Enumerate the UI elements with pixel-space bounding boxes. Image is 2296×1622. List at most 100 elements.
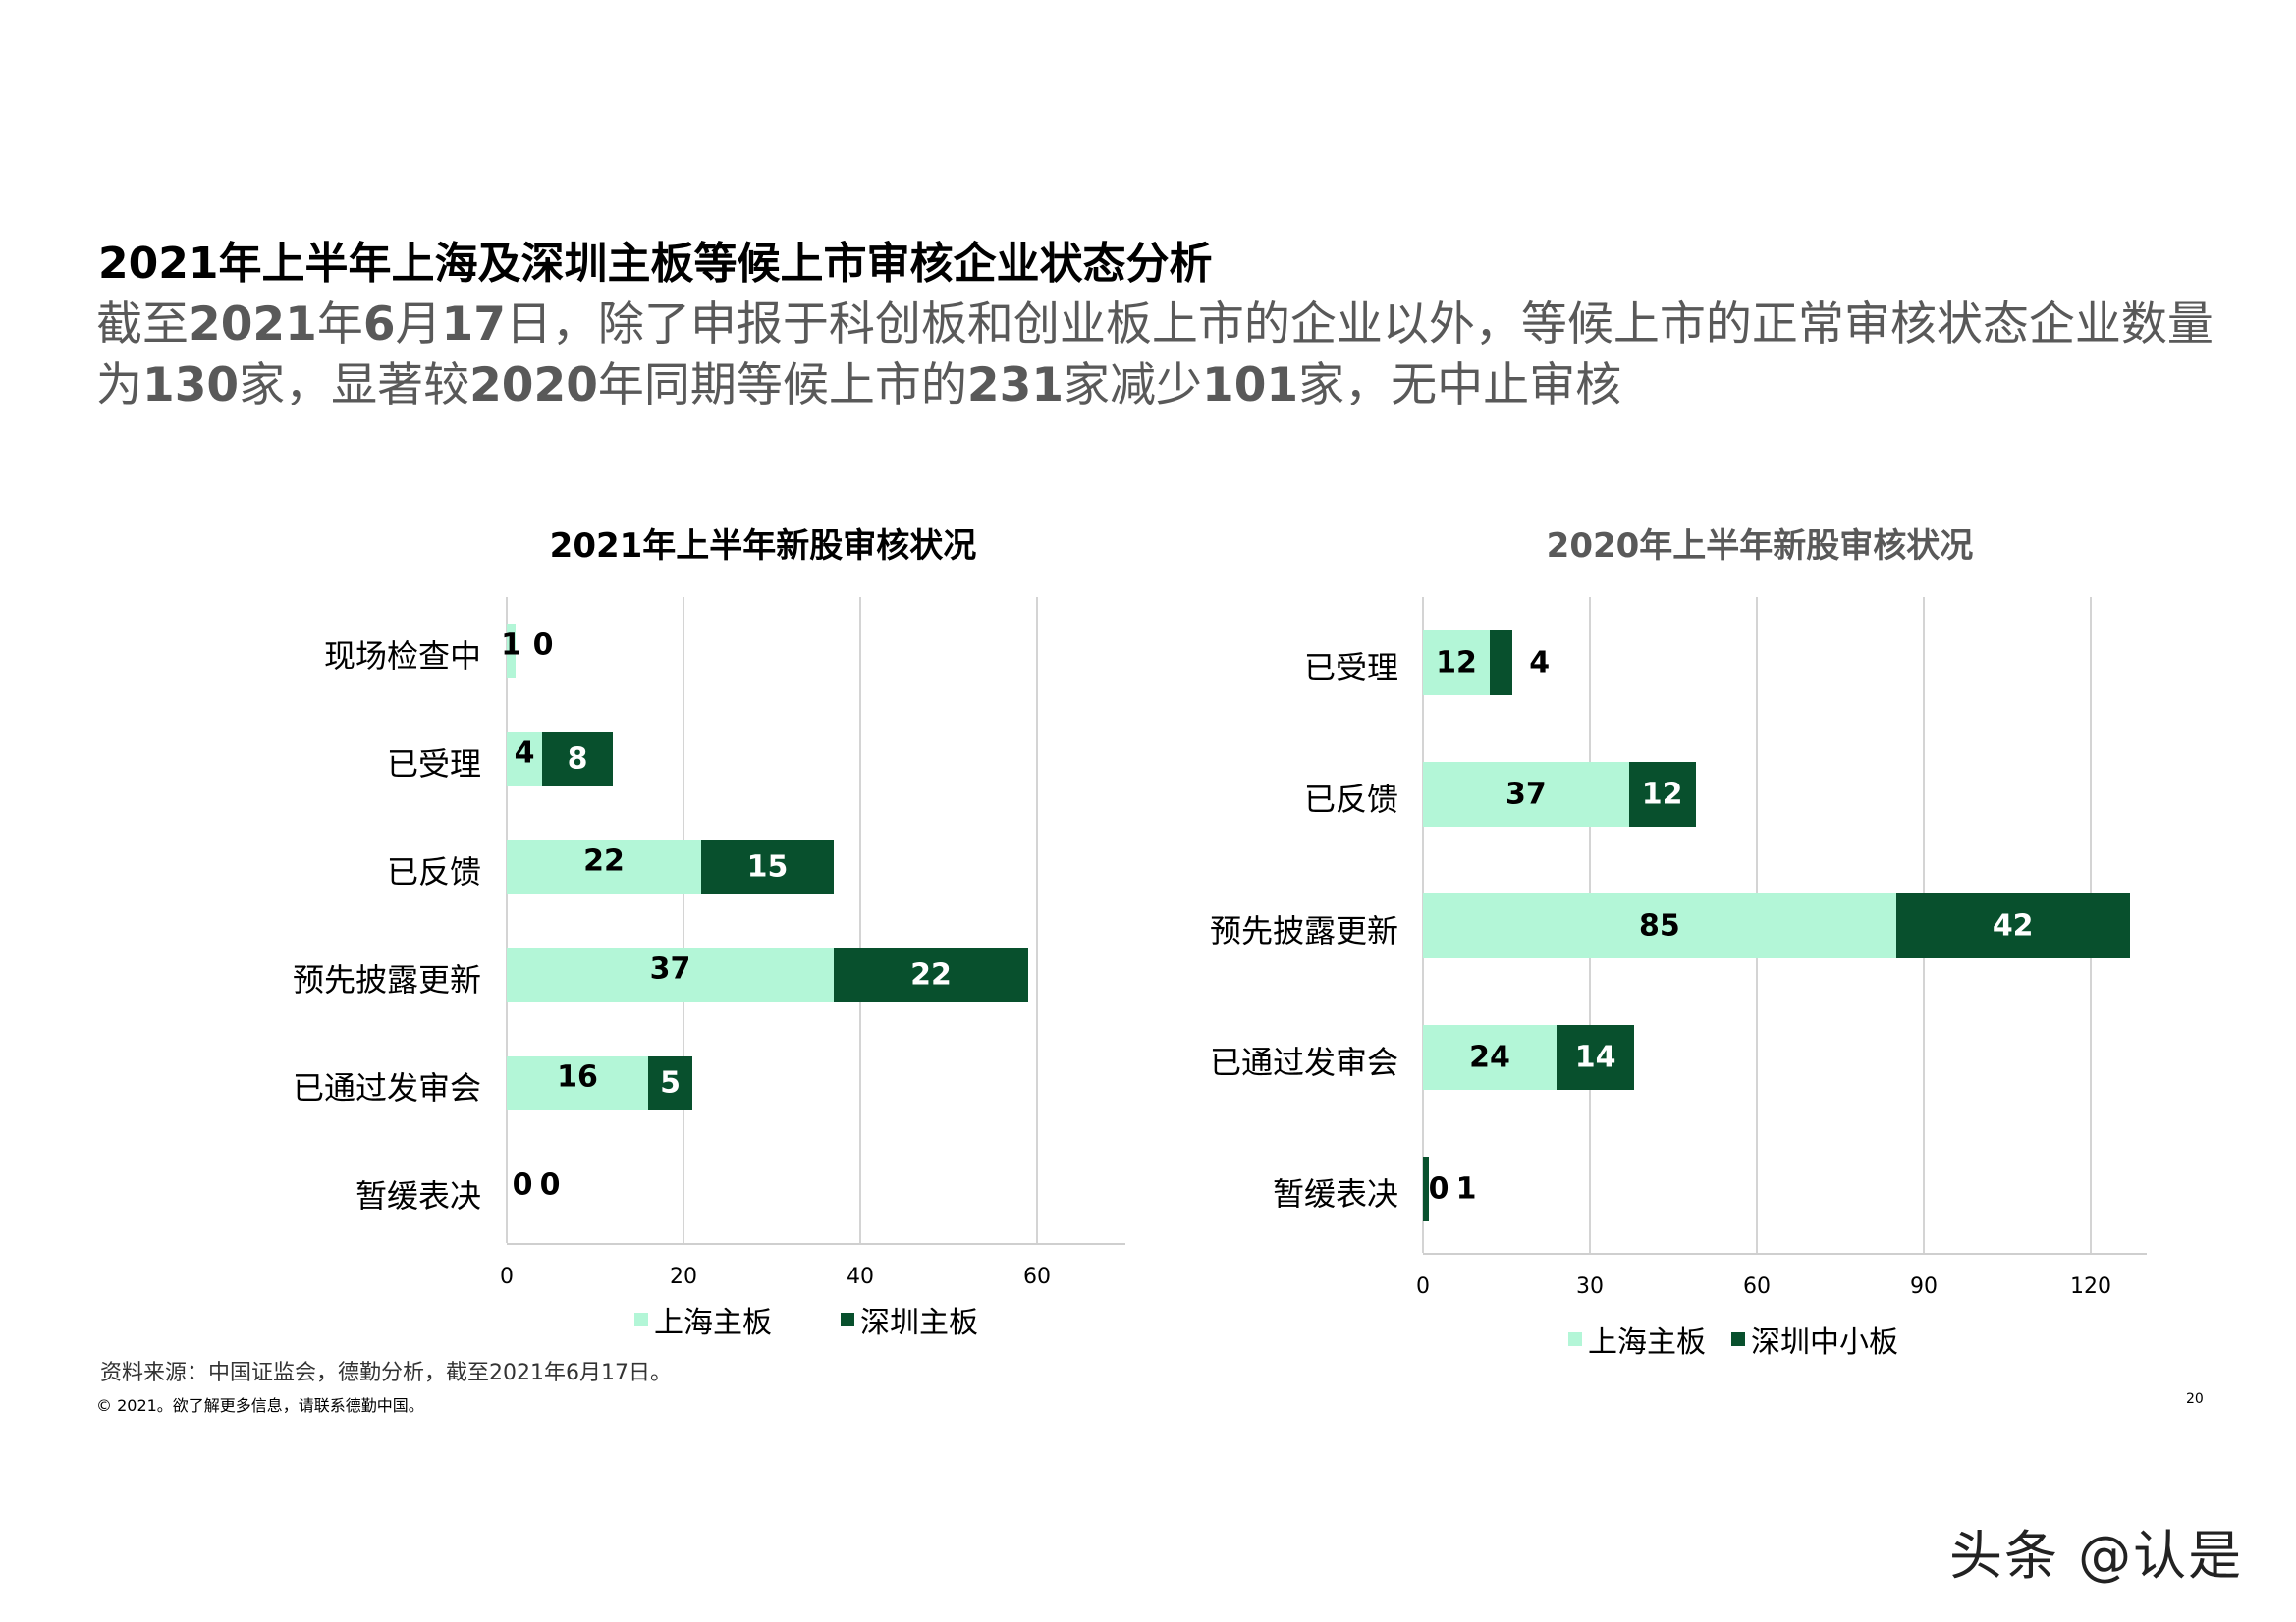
chart-legend: 上海主板 深圳主板 xyxy=(634,1298,1047,1341)
legend-label: 上海主板 xyxy=(1588,1325,1706,1360)
value-label: 4 xyxy=(514,735,535,771)
category-label: 暂缓表决 xyxy=(355,1177,481,1215)
value-label: 24 xyxy=(1469,1040,1510,1075)
page-subtitle: 截至2021年6月17日，除了申报于科创板和创业板上市的企业以外，等候上市的正常… xyxy=(96,295,2217,416)
bar-segment-series2 xyxy=(834,947,1028,1002)
bar-segment-series1 xyxy=(507,1055,648,1110)
subtitle-segment: 17 xyxy=(441,297,506,351)
y-axis-line xyxy=(506,597,508,1243)
subtitle-segment: 家，显著较 xyxy=(239,358,470,412)
subtitle-segment: 101 xyxy=(1202,358,1299,412)
value-label: 42 xyxy=(1992,908,2034,944)
subtitle-segment: 2021 xyxy=(189,297,317,351)
value-label: 0 xyxy=(532,627,554,663)
value-label: 0 xyxy=(1428,1171,1449,1207)
bar-segment-series2 xyxy=(1423,1157,1429,1221)
bar-segment-series2 xyxy=(542,731,613,786)
chart-title: 2021年上半年新股审核状况 xyxy=(549,526,977,566)
gridline xyxy=(859,597,861,1243)
watermark: 头条 @认是 xyxy=(1949,1525,2244,1587)
source-note: 资料来源：中国证监会，德勤分析，截至2021年6月17日。 xyxy=(100,1361,672,1385)
subtitle-segment: 月 xyxy=(395,297,442,351)
value-label: 8 xyxy=(567,741,588,777)
subtitle-segment: 130 xyxy=(142,358,240,412)
bar-segment-series1 xyxy=(507,731,542,786)
x-tick-label: 30 xyxy=(1576,1274,1604,1299)
copyright-note: © 2021。欲了解更多信息，请联系德勤中国。 xyxy=(96,1396,424,1415)
subtitle-segment: 日，除了申报于科创板和创业板上市的企业以外，等候上市的正常审核状态企业数量为 xyxy=(96,297,2214,412)
category-label: 已通过发审会 xyxy=(292,1069,481,1107)
bar-segment-series1 xyxy=(507,623,516,678)
value-label: 4 xyxy=(1529,645,1551,680)
value-label: 22 xyxy=(910,957,952,993)
bar-segment-series2 xyxy=(701,839,834,894)
bar-segment-series1 xyxy=(1423,893,1896,958)
subtitle-segment: 2020 xyxy=(469,358,598,412)
subtitle-segment: 截至 xyxy=(96,297,189,351)
bar-segment-series1 xyxy=(1423,1025,1557,1090)
bar-segment-series2 xyxy=(1628,762,1696,827)
bar-segment-series2 xyxy=(1557,1025,1635,1090)
legend-item: 上海主板 xyxy=(1568,1318,1706,1361)
value-label: 0 xyxy=(539,1167,561,1203)
x-tick-label: 0 xyxy=(1416,1274,1430,1299)
x-tick-label: 0 xyxy=(500,1265,514,1289)
bar-segment-series1 xyxy=(507,947,834,1002)
bar-segment-series1 xyxy=(1423,630,1490,695)
subtitle-segment: 年 xyxy=(316,297,363,351)
x-tick-label: 60 xyxy=(1743,1274,1772,1299)
legend-swatch-icon xyxy=(1568,1332,1582,1346)
legend-item: 深圳中小板 xyxy=(1731,1318,1898,1361)
x-tick-label: 40 xyxy=(847,1265,874,1289)
category-label: 预先披露更新 xyxy=(1209,912,1398,949)
x-tick-label: 90 xyxy=(1910,1274,1939,1299)
legend-swatch-icon xyxy=(1731,1332,1745,1346)
legend-item: 深圳主板 xyxy=(841,1298,978,1341)
subtitle-segment: 家减少 xyxy=(1064,358,1203,412)
bar-segment-series1 xyxy=(1423,762,1629,827)
value-label: 22 xyxy=(583,843,625,879)
subtitle-segment: 6 xyxy=(362,297,396,351)
value-label: 15 xyxy=(746,849,789,885)
bar-segment-series2 xyxy=(648,1055,692,1110)
subtitle-segment: 231 xyxy=(966,358,1065,412)
x-tick-label: 120 xyxy=(2070,1274,2112,1299)
bar-segment-series1 xyxy=(507,839,701,894)
legend-item: 上海主板 xyxy=(634,1298,772,1341)
value-label: 37 xyxy=(1504,777,1547,812)
legend-swatch-icon xyxy=(841,1313,854,1326)
value-label: 0 xyxy=(512,1167,533,1203)
subtitle-segment: 年同期等候上市的 xyxy=(597,358,967,412)
x-tick-label: 60 xyxy=(1023,1265,1051,1289)
category-label: 已反馈 xyxy=(1303,781,1398,818)
category-label: 现场检查中 xyxy=(323,637,481,675)
legend-label: 深圳主板 xyxy=(860,1306,978,1340)
category-label: 已受理 xyxy=(386,745,481,783)
value-label: 1 xyxy=(501,627,521,663)
value-label: 14 xyxy=(1574,1040,1616,1075)
subtitle-segment: 家，无中止审核 xyxy=(1298,358,1622,412)
bar-segment-series2 xyxy=(1895,893,2130,958)
bar-segment-series2 xyxy=(1490,630,1512,695)
x-axis-line xyxy=(507,1243,1125,1245)
value-label: 12 xyxy=(1641,777,1683,812)
x-tick-label: 20 xyxy=(670,1265,697,1289)
value-label: 12 xyxy=(1436,645,1477,680)
gridline xyxy=(683,597,684,1243)
value-label: 16 xyxy=(557,1059,598,1095)
legend-swatch-icon xyxy=(634,1313,648,1326)
legend-label: 上海主板 xyxy=(654,1306,772,1340)
category-label: 预先披露更新 xyxy=(292,961,481,999)
page-title: 2021年上半年上海及深圳主板等候上市审核企业状态分析 xyxy=(98,239,1213,289)
chart-legend: 上海主板 深圳中小板 xyxy=(1568,1318,1924,1361)
category-label: 已通过发审会 xyxy=(1209,1044,1398,1081)
value-label: 1 xyxy=(1455,1171,1477,1207)
chart-title: 2020年上半年新股审核状况 xyxy=(1546,526,1974,566)
category-label: 已受理 xyxy=(1303,649,1398,686)
page-number: 20 xyxy=(2186,1391,2204,1407)
category-label: 暂缓表决 xyxy=(1272,1175,1398,1213)
x-axis-line xyxy=(1423,1253,2147,1255)
value-label: 5 xyxy=(660,1065,681,1101)
value-label: 37 xyxy=(649,951,691,987)
gridline xyxy=(1036,597,1038,1243)
